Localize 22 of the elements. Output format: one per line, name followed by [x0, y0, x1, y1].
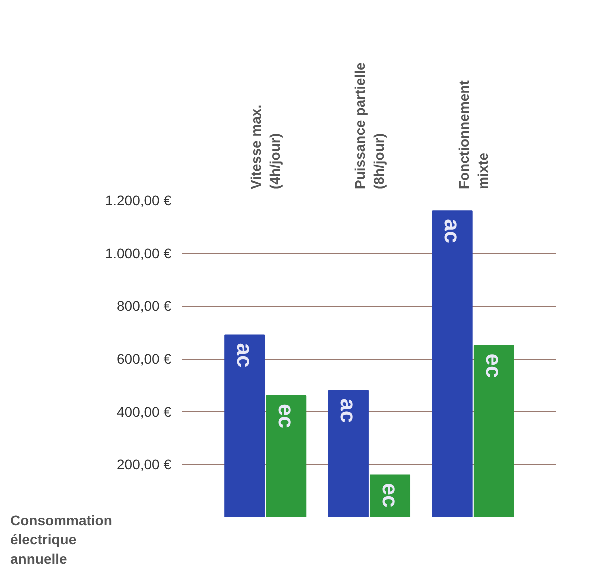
series-label: ec: [378, 483, 403, 508]
y-axis-title: Consommation électrique annuelle: [10, 512, 112, 567]
bar: [474, 345, 514, 518]
y-tick-label: 200,00 €: [117, 456, 172, 473]
y-tick-label: 400,00 €: [117, 404, 172, 420]
bar: [224, 334, 266, 518]
text: ec: [482, 354, 507, 378]
y-tick-label: 800,00 €: [117, 298, 172, 314]
text: ac: [336, 398, 362, 424]
bar: [432, 210, 473, 518]
y-tick-label: 1.200,00 €: [105, 192, 172, 208]
y-tick-label: 1.000,00 €: [105, 245, 172, 262]
y-tick-label: 600,00 €: [117, 351, 172, 367]
x-tick-label: Vitesse max. (4h/jour): [248, 104, 284, 190]
text: ec: [274, 404, 299, 428]
x-tick-label: Puissance partielle (8h/jour): [352, 62, 388, 190]
text: ac: [440, 219, 466, 244]
bar: [328, 390, 369, 518]
x-tick-label: Fonctionnement mixte: [456, 80, 491, 190]
bar: [266, 395, 307, 518]
bar: [370, 474, 411, 518]
series-label: ac: [232, 343, 258, 368]
